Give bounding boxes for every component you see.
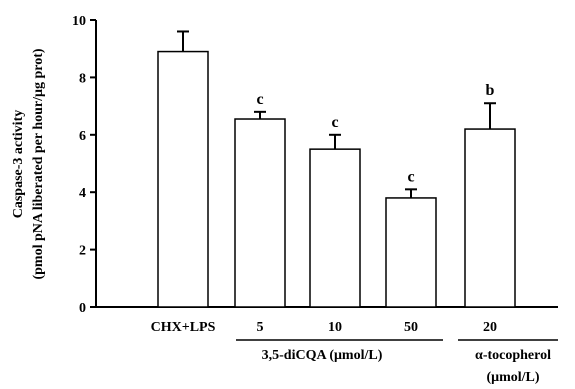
x-tick-labels: CHX+LPS 5 10 50 20 — [151, 320, 497, 335]
bar — [385, 197, 437, 308]
x-tick-label: 5 — [257, 320, 264, 335]
group-label-tocopherol: α-tocopherol — [475, 348, 551, 363]
x-tick-label: 50 — [404, 320, 418, 335]
y-tick-label: 2 — [79, 244, 86, 259]
bar — [234, 118, 286, 308]
significance-letter: c — [331, 114, 338, 131]
y-axis-label-line2: (pmol pNA liberated per hour/μg prot) — [31, 48, 46, 279]
x-tick-label: 20 — [483, 320, 497, 335]
y-tick-label: 10 — [72, 14, 86, 29]
y-tick-label: 4 — [79, 186, 86, 201]
significance-letter: c — [407, 168, 414, 185]
y-tick-label: 6 — [79, 129, 86, 144]
y-ticks: 0 2 4 6 8 10 — [72, 14, 96, 316]
significance-letter: c — [256, 91, 263, 108]
x-tick-label: 10 — [328, 320, 342, 335]
group-label-diCQA: 3,5-diCQA (μmol/L) — [262, 348, 383, 363]
x-tick-label: CHX+LPS — [151, 320, 216, 335]
bars: c c c b — [157, 30, 516, 308]
bar — [309, 148, 361, 308]
bar — [464, 128, 516, 308]
significance-letter: b — [486, 82, 495, 99]
group-label-tocopherol-unit: (μmol/L) — [486, 370, 539, 385]
y-tick-label: 0 — [79, 301, 86, 316]
y-tick-label: 8 — [79, 71, 86, 86]
bar — [157, 50, 209, 308]
y-axis-label-line1: Caspase-3 activity — [11, 110, 26, 219]
